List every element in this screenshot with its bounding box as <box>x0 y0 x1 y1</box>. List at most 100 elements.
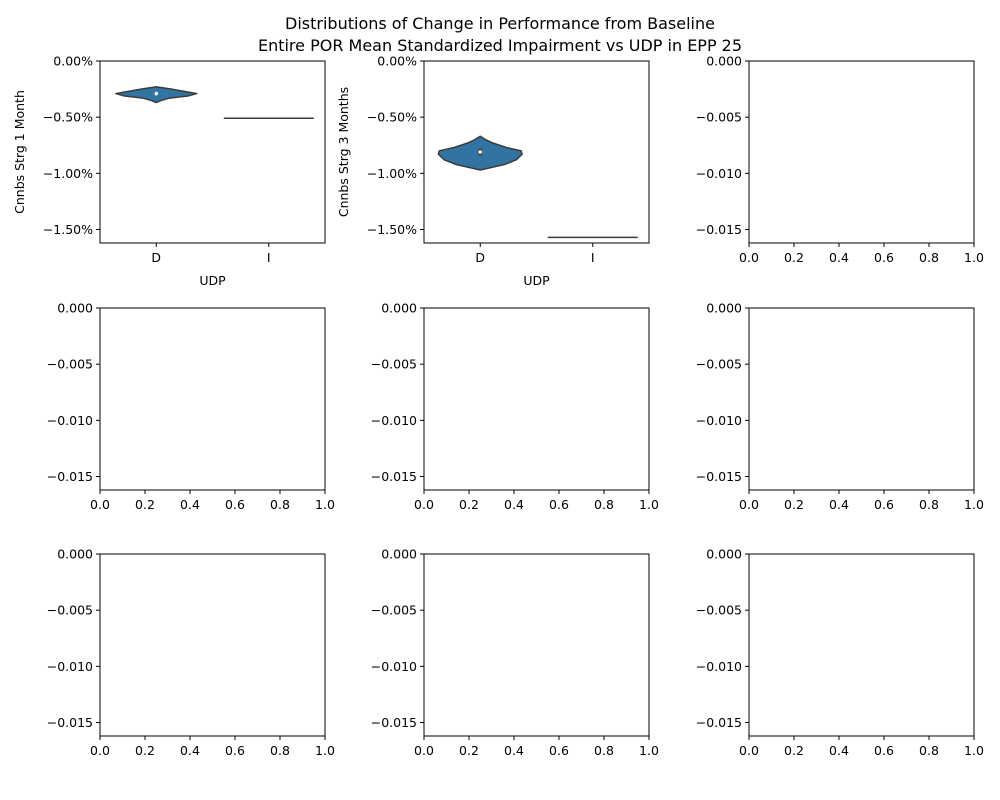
panel-9-xtick-label: 0.8 <box>919 743 939 758</box>
panel-8-axes: 0.000 −0.005 −0.010 −0.015 0.0 0.2 0.4 0.6 0.8 1.… <box>371 547 659 759</box>
panel-1-xlabel: UDP <box>199 273 226 288</box>
panel-7-ytick-label: −0.005 <box>47 603 93 618</box>
panel-6-ytick-label: −0.005 <box>696 357 742 372</box>
panel-3-ytick-label: −0.010 <box>696 166 742 181</box>
panel-5-frame <box>423 307 650 491</box>
panel-6-ytick-label: −0.010 <box>696 413 742 428</box>
panel-7-xtick-label: 0.2 <box>135 743 155 758</box>
panel-3-ytick-label: −0.015 <box>696 222 742 237</box>
panel-8-xtick-label: 0.4 <box>504 743 524 758</box>
panel-9-ytick-label: −0.005 <box>696 603 742 618</box>
panel-6-xtick-label: 0.6 <box>874 497 894 512</box>
panel-9-xtick-label: 1.0 <box>964 743 984 758</box>
panel-5-xtick-label: 0.2 <box>459 497 479 512</box>
panel-4-xtick-label: 0.2 <box>135 497 155 512</box>
panel-7-xtick-label: 0.0 <box>90 743 110 758</box>
figure-title-line-1: Distributions of Change in Performance f… <box>285 14 715 33</box>
panel-4-ytick-label: −0.005 <box>47 357 93 372</box>
panel-1-ylabel: Cnnbs Strg 1 Month <box>12 90 27 214</box>
panel-2-ytick-label: 0.00% <box>377 54 417 69</box>
panel-5-axes: 0.000 −0.005 −0.010 −0.015 0.0 0.2 0.4 0.6 0.8 1.… <box>371 301 659 513</box>
panel-8-xtick-label: 0.8 <box>594 743 614 758</box>
panel-9-frame <box>748 553 975 737</box>
panel-7-ytick-label: 0.000 <box>57 547 93 562</box>
panel-1-ytick-label: −1.50% <box>43 222 93 237</box>
panel-3-xtick-label: 0.0 <box>739 250 759 265</box>
subplot-grid: 0.00% −0.50% −1.00% −1.50% D I UDP Cnnbs Strg 1… <box>12 54 984 759</box>
panel-2-violin-D-median <box>478 150 483 154</box>
panel-3-ytick-label: −0.005 <box>696 110 742 125</box>
panel-8-xtick-label: 1.0 <box>639 743 659 758</box>
panel-4-axes: 0.000 −0.005 −0.010 −0.015 0.0 0.2 0.4 0.6 0.8 1.… <box>47 301 335 513</box>
panel-8-xtick-label: 0.6 <box>549 743 569 758</box>
panel-2-ylabel: Cnnbs Strg 3 Months <box>336 87 351 217</box>
panel-9-ytick-label: 0.000 <box>706 547 742 562</box>
panel-8-ytick-label: −0.010 <box>371 659 417 674</box>
panel-9-xtick-label: 0.6 <box>874 743 894 758</box>
panel-9-ytick-label: −0.015 <box>696 715 742 730</box>
panel-3-ytick-label: 0.000 <box>706 54 742 69</box>
panel-2-xlabel: UDP <box>523 273 550 288</box>
panel-7-frame <box>99 553 326 737</box>
panel-6-ytick-label: 0.000 <box>706 301 742 316</box>
panel-2-axes: 0.00% −0.50% −1.00% −1.50% D I UDP Cnnbs Strg 3… <box>336 54 650 288</box>
panel-3-xtick-label: 0.6 <box>874 250 894 265</box>
panel-7-axes: 0.000 −0.005 −0.010 −0.015 0.0 0.2 0.4 0.6 0.8 1.… <box>47 547 335 759</box>
panel-3-xtick-label: 0.8 <box>919 250 939 265</box>
figure-title-line-2: Entire POR Mean Standardized Impairment … <box>258 36 742 55</box>
panel-8-ytick-label: −0.015 <box>371 715 417 730</box>
panel-7-ytick-label: −0.015 <box>47 715 93 730</box>
panel-3-frame <box>748 60 975 244</box>
panel-4-xtick-label: 0.4 <box>180 497 200 512</box>
panel-2-ytick-label: −0.50% <box>367 110 417 125</box>
panel-9-xtick-label: 0.2 <box>784 743 804 758</box>
panel-9-xtick-label: 0.4 <box>829 743 849 758</box>
panel-3-axes: 0.000 −0.005 −0.010 −0.015 0.0 0.2 0.4 0.6 0.8 1.… <box>696 54 984 266</box>
panel-4-ytick-label: 0.000 <box>57 301 93 316</box>
panel-1-xtick-label-I: I <box>267 250 271 265</box>
panel-7-xtick-label: 0.4 <box>180 743 200 758</box>
panel-6-axes: 0.000 −0.005 −0.010 −0.015 0.0 0.2 0.4 0.6 0.8 1.… <box>696 301 984 513</box>
panel-5-xtick-label: 0.0 <box>414 497 434 512</box>
panel-7-xtick-label: 0.6 <box>225 743 245 758</box>
panel-4-ytick-label: −0.015 <box>47 469 93 484</box>
panel-2-ytick-label: −1.50% <box>367 222 417 237</box>
panel-6-ytick-label: −0.015 <box>696 469 742 484</box>
panel-4-frame <box>99 307 326 491</box>
panel-7-ytick-label: −0.010 <box>47 659 93 674</box>
panel-6-xtick-label: 0.2 <box>784 497 804 512</box>
panel-1-ytick-label: 0.00% <box>53 54 93 69</box>
panel-9-xtick-label: 0.0 <box>739 743 759 758</box>
panel-4-xtick-label: 0.8 <box>270 497 290 512</box>
panel-3-xtick-label: 0.2 <box>784 250 804 265</box>
panel-3-xtick-label: 0.4 <box>829 250 849 265</box>
panel-4-xtick-label: 0.6 <box>225 497 245 512</box>
panel-6-xtick-label: 0.8 <box>919 497 939 512</box>
panel-2-ytick-label: −1.00% <box>367 166 417 181</box>
panel-4-xtick-label: 0.0 <box>90 497 110 512</box>
panel-1-violin-D-median <box>154 91 159 96</box>
panel-2-xtick-label-I: I <box>591 250 595 265</box>
panel-1-ytick-label: −0.50% <box>43 110 93 125</box>
panel-1-frame <box>99 60 326 244</box>
panel-1-axes: 0.00% −0.50% −1.00% −1.50% D I UDP Cnnbs Strg 1… <box>12 54 326 288</box>
panel-8-xtick-label: 0.0 <box>414 743 434 758</box>
panel-5-ytick-label: −0.005 <box>371 357 417 372</box>
panel-8-frame <box>423 553 650 737</box>
panel-6-frame <box>748 307 975 491</box>
panel-4-xtick-label: 1.0 <box>315 497 335 512</box>
panel-2-frame <box>423 60 650 244</box>
panel-7-xtick-label: 0.8 <box>270 743 290 758</box>
panel-7-xtick-label: 1.0 <box>315 743 335 758</box>
panel-2-xtick-label-D: D <box>475 250 485 265</box>
panel-6-xtick-label: 0.4 <box>829 497 849 512</box>
panel-9-ytick-label: −0.010 <box>696 659 742 674</box>
panel-1-ytick-label: −1.00% <box>43 166 93 181</box>
panel-9-axes: 0.000 −0.005 −0.010 −0.015 0.0 0.2 0.4 0.6 0.8 1.… <box>696 547 984 759</box>
panel-5-xtick-label: 0.8 <box>594 497 614 512</box>
panel-6-xtick-label: 0.0 <box>739 497 759 512</box>
panel-5-ytick-label: −0.010 <box>371 413 417 428</box>
panel-3-xtick-label: 1.0 <box>964 250 984 265</box>
